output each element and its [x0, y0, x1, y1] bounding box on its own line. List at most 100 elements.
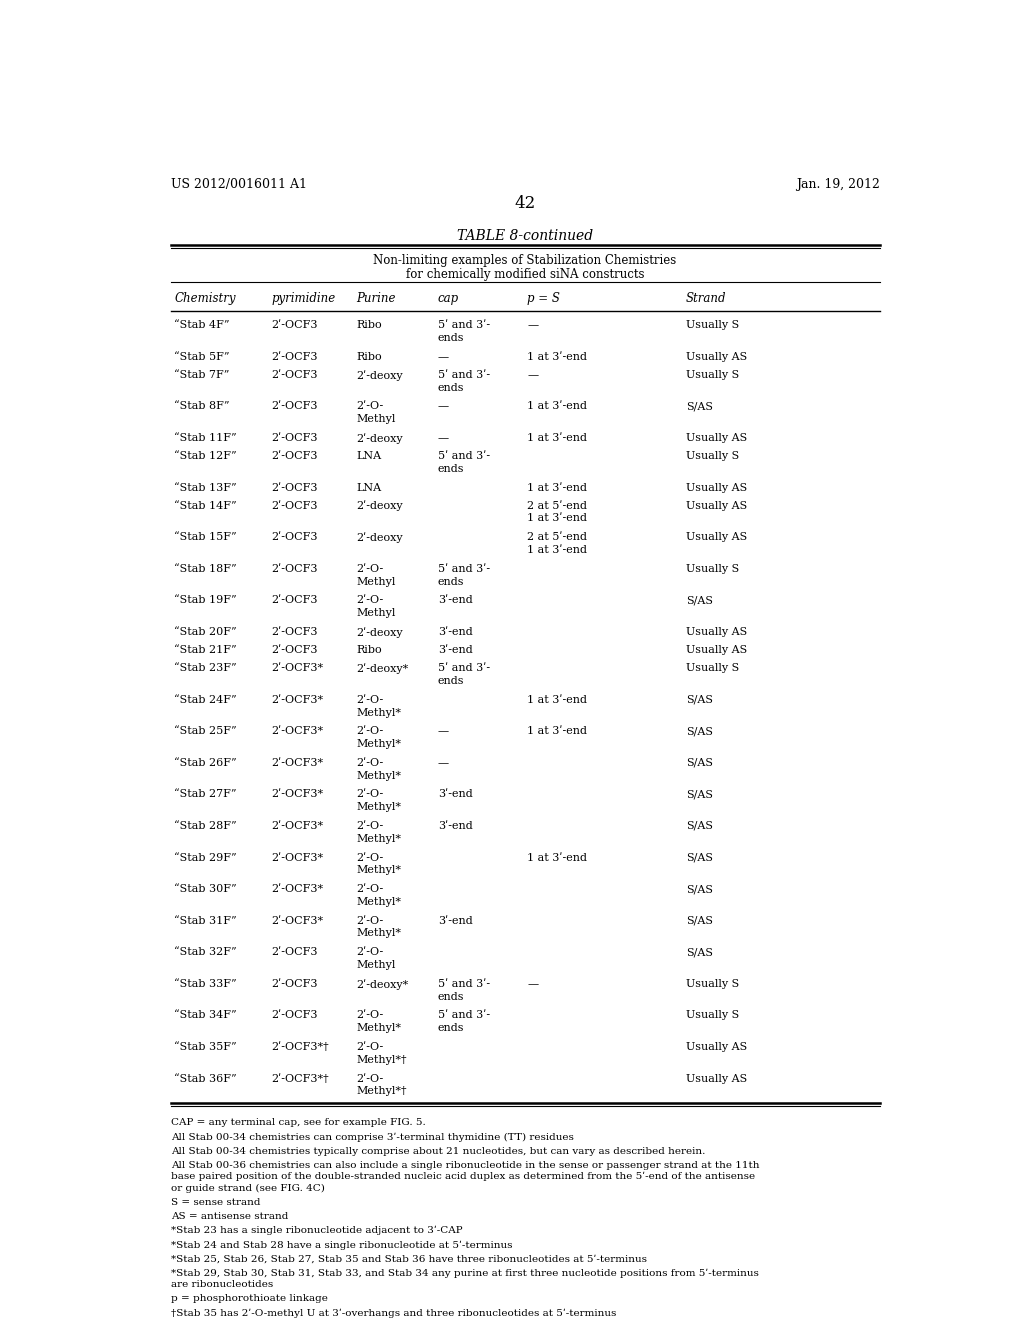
Text: Usually AS: Usually AS — [686, 500, 748, 511]
Text: 2ʹ-O-
Methyl*: 2ʹ-O- Methyl* — [356, 884, 401, 907]
Text: 2ʹ-OCF3*: 2ʹ-OCF3* — [271, 758, 324, 768]
Text: 2ʹ-OCF3: 2ʹ-OCF3 — [271, 979, 317, 989]
Text: “Stab 36F”: “Stab 36F” — [174, 1073, 238, 1084]
Text: “Stab 27F”: “Stab 27F” — [174, 789, 237, 800]
Text: 2 at 5ʹ-end
1 at 3ʹ-end: 2 at 5ʹ-end 1 at 3ʹ-end — [527, 532, 587, 554]
Text: “Stab 35F”: “Stab 35F” — [174, 1041, 238, 1052]
Text: *Stab 25, Stab 26, Stab 27, Stab 35 and Stab 36 have three ribonucleotides at 5ʹ: *Stab 25, Stab 26, Stab 27, Stab 35 and … — [171, 1254, 646, 1263]
Text: 2ʹ-O-
Methyl: 2ʹ-O- Methyl — [356, 401, 396, 424]
Text: 2ʹ-O-
Methyl*: 2ʹ-O- Methyl* — [356, 694, 401, 718]
Text: Purine: Purine — [356, 293, 396, 305]
Text: Jan. 19, 2012: Jan. 19, 2012 — [796, 178, 880, 190]
Text: cap: cap — [438, 293, 459, 305]
Text: 2ʹ-OCF3: 2ʹ-OCF3 — [271, 321, 317, 330]
Text: —: — — [438, 351, 450, 362]
Text: 2ʹ-O-
Methyl*: 2ʹ-O- Methyl* — [356, 1010, 401, 1034]
Text: S/AS: S/AS — [686, 916, 713, 925]
Text: 2ʹ-deoxy: 2ʹ-deoxy — [356, 433, 403, 444]
Text: 2ʹ-O-
Methyl*: 2ʹ-O- Methyl* — [356, 853, 401, 875]
Text: All Stab 00-36 chemistries can also include a single ribonucleotide in the sense: All Stab 00-36 chemistries can also incl… — [171, 1162, 759, 1193]
Text: “Stab 32F”: “Stab 32F” — [174, 948, 238, 957]
Text: Ribo: Ribo — [356, 321, 382, 330]
Text: “Stab 18F”: “Stab 18F” — [174, 564, 238, 574]
Text: pyrimidine: pyrimidine — [271, 293, 336, 305]
Text: 1 at 3ʹ-end: 1 at 3ʹ-end — [527, 853, 587, 862]
Text: 2ʹ-deoxy: 2ʹ-deoxy — [356, 500, 403, 511]
Text: —: — — [527, 979, 539, 989]
Text: US 2012/0016011 A1: US 2012/0016011 A1 — [171, 178, 306, 190]
Text: 5ʹ and 3ʹ-
ends: 5ʹ and 3ʹ- ends — [438, 663, 490, 686]
Text: 3ʹ-end: 3ʹ-end — [438, 595, 473, 606]
Text: “Stab 23F”: “Stab 23F” — [174, 663, 238, 673]
Text: *Stab 29, Stab 30, Stab 31, Stab 33, and Stab 34 any purine at first three nucle: *Stab 29, Stab 30, Stab 31, Stab 33, and… — [171, 1269, 759, 1290]
Text: 2ʹ-OCF3: 2ʹ-OCF3 — [271, 1010, 317, 1020]
Text: 2ʹ-OCF3*: 2ʹ-OCF3* — [271, 726, 324, 737]
Text: *Stab 23 has a single ribonucleotide adjacent to 3ʹ-CAP: *Stab 23 has a single ribonucleotide adj… — [171, 1226, 462, 1236]
Text: —: — — [438, 758, 450, 768]
Text: 2ʹ-OCF3: 2ʹ-OCF3 — [271, 595, 317, 606]
Text: 2ʹ-deoxy: 2ʹ-deoxy — [356, 532, 403, 543]
Text: Usually AS: Usually AS — [686, 1073, 748, 1084]
Text: *Stab 24 and Stab 28 have a single ribonucleotide at 5ʹ-terminus: *Stab 24 and Stab 28 have a single ribon… — [171, 1241, 512, 1250]
Text: LNA: LNA — [356, 483, 382, 492]
Text: Non-limiting examples of Stabilization Chemistries: Non-limiting examples of Stabilization C… — [373, 253, 677, 267]
Text: “Stab 33F”: “Stab 33F” — [174, 979, 238, 989]
Text: S/AS: S/AS — [686, 789, 713, 800]
Text: “Stab 21F”: “Stab 21F” — [174, 645, 238, 655]
Text: 2ʹ-OCF3: 2ʹ-OCF3 — [271, 401, 317, 412]
Text: S/AS: S/AS — [686, 694, 713, 705]
Text: CAP = any terminal cap, see for example FIG. 5.: CAP = any terminal cap, see for example … — [171, 1118, 425, 1127]
Text: S/AS: S/AS — [686, 401, 713, 412]
Text: “Stab 31F”: “Stab 31F” — [174, 916, 238, 925]
Text: “Stab 24F”: “Stab 24F” — [174, 694, 238, 705]
Text: 2ʹ-OCF3: 2ʹ-OCF3 — [271, 948, 317, 957]
Text: All Stab 00-34 chemistries typically comprise about 21 nucleotides, but can vary: All Stab 00-34 chemistries typically com… — [171, 1147, 705, 1156]
Text: 2ʹ-deoxy: 2ʹ-deoxy — [356, 370, 403, 380]
Text: Usually S: Usually S — [686, 321, 739, 330]
Text: 3ʹ-end: 3ʹ-end — [438, 645, 473, 655]
Text: 3ʹ-end: 3ʹ-end — [438, 916, 473, 925]
Text: 2ʹ-O-
Methyl: 2ʹ-O- Methyl — [356, 948, 396, 970]
Text: Usually S: Usually S — [686, 663, 739, 673]
Text: 2ʹ-O-
Methyl*: 2ʹ-O- Methyl* — [356, 821, 401, 843]
Text: —: — — [527, 321, 539, 330]
Text: Usually AS: Usually AS — [686, 351, 748, 362]
Text: AS = antisense strand: AS = antisense strand — [171, 1212, 288, 1221]
Text: 2ʹ-OCF3: 2ʹ-OCF3 — [271, 370, 317, 380]
Text: —: — — [438, 401, 450, 412]
Text: 2ʹ-deoxy*: 2ʹ-deoxy* — [356, 663, 409, 675]
Text: 5ʹ and 3ʹ-
ends: 5ʹ and 3ʹ- ends — [438, 564, 490, 586]
Text: S/AS: S/AS — [686, 853, 713, 862]
Text: 2 at 5ʹ-end
1 at 3ʹ-end: 2 at 5ʹ-end 1 at 3ʹ-end — [527, 500, 587, 524]
Text: 1 at 3ʹ-end: 1 at 3ʹ-end — [527, 351, 587, 362]
Text: Ribo: Ribo — [356, 351, 382, 362]
Text: Strand: Strand — [686, 293, 726, 305]
Text: 5ʹ and 3ʹ-
ends: 5ʹ and 3ʹ- ends — [438, 979, 490, 1002]
Text: S = sense strand: S = sense strand — [171, 1197, 260, 1206]
Text: S/AS: S/AS — [686, 884, 713, 894]
Text: 2ʹ-OCF3: 2ʹ-OCF3 — [271, 351, 317, 362]
Text: 3ʹ-end: 3ʹ-end — [438, 821, 473, 832]
Text: 2ʹ-OCF3*: 2ʹ-OCF3* — [271, 663, 324, 673]
Text: 2ʹ-O-
Methyl*: 2ʹ-O- Methyl* — [356, 758, 401, 780]
Text: 1 at 3ʹ-end: 1 at 3ʹ-end — [527, 726, 587, 737]
Text: Usually S: Usually S — [686, 564, 739, 574]
Text: 2ʹ-OCF3*: 2ʹ-OCF3* — [271, 694, 324, 705]
Text: Usually AS: Usually AS — [686, 532, 748, 543]
Text: “Stab 5F”: “Stab 5F” — [174, 351, 230, 362]
Text: 5ʹ and 3ʹ-
ends: 5ʹ and 3ʹ- ends — [438, 451, 490, 474]
Text: 2ʹ-OCF3: 2ʹ-OCF3 — [271, 645, 317, 655]
Text: Usually AS: Usually AS — [686, 627, 748, 638]
Text: 1 at 3ʹ-end: 1 at 3ʹ-end — [527, 483, 587, 492]
Text: 2ʹ-OCF3*†: 2ʹ-OCF3*† — [271, 1041, 329, 1052]
Text: “Stab 30F”: “Stab 30F” — [174, 884, 238, 894]
Text: 3ʹ-end: 3ʹ-end — [438, 627, 473, 638]
Text: “Stab 19F”: “Stab 19F” — [174, 595, 238, 606]
Text: S/AS: S/AS — [686, 948, 713, 957]
Text: 2ʹ-OCF3: 2ʹ-OCF3 — [271, 564, 317, 574]
Text: —: — — [527, 370, 539, 380]
Text: Usually S: Usually S — [686, 370, 739, 380]
Text: 2ʹ-OCF3: 2ʹ-OCF3 — [271, 532, 317, 543]
Text: S/AS: S/AS — [686, 595, 713, 606]
Text: “Stab 13F”: “Stab 13F” — [174, 483, 238, 492]
